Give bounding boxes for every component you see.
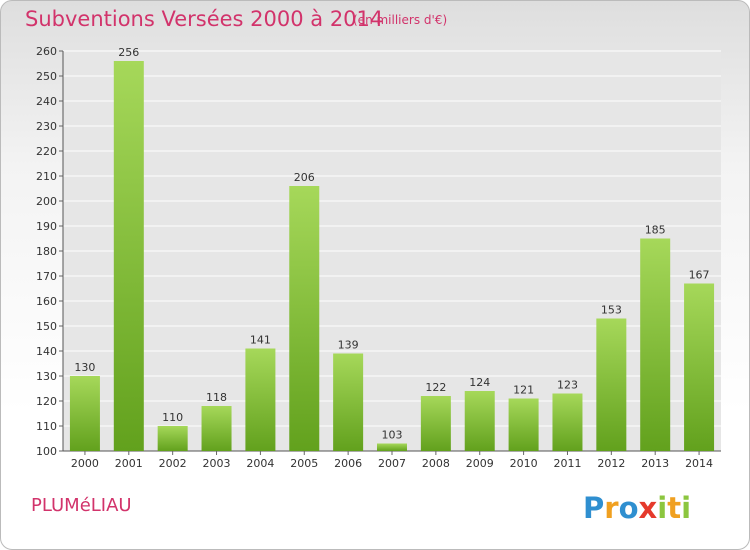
bar bbox=[113, 61, 144, 451]
bar bbox=[69, 376, 100, 451]
y-tick-label: 250 bbox=[36, 70, 57, 83]
y-tick-label: 260 bbox=[36, 45, 57, 58]
x-tick-label: 2012 bbox=[597, 457, 625, 470]
bar bbox=[201, 406, 232, 451]
x-tick-label: 2002 bbox=[159, 457, 187, 470]
y-tick-label: 110 bbox=[36, 420, 57, 433]
bar-value-label: 167 bbox=[689, 269, 710, 282]
bar bbox=[157, 426, 188, 451]
y-tick-label: 150 bbox=[36, 320, 57, 333]
x-tick-label: 2001 bbox=[115, 457, 143, 470]
bar-value-label: 141 bbox=[250, 334, 271, 347]
bar-value-label: 139 bbox=[338, 339, 359, 352]
x-tick-label: 2006 bbox=[334, 457, 362, 470]
y-tick-label: 240 bbox=[36, 95, 57, 108]
x-tick-label: 2010 bbox=[510, 457, 538, 470]
bar bbox=[289, 186, 320, 451]
x-tick-label: 2007 bbox=[378, 457, 406, 470]
proxiti-logo: Proxiti bbox=[583, 491, 691, 525]
bar bbox=[640, 238, 671, 451]
y-tick-label: 200 bbox=[36, 195, 57, 208]
commune-name: PLUMéLIAU bbox=[31, 495, 132, 516]
y-tick-label: 170 bbox=[36, 270, 57, 283]
y-tick-label: 230 bbox=[36, 120, 57, 133]
bar bbox=[245, 348, 276, 451]
x-tick-label: 2009 bbox=[466, 457, 494, 470]
y-tick-label: 220 bbox=[36, 145, 57, 158]
x-tick-label: 2004 bbox=[246, 457, 274, 470]
bar bbox=[333, 353, 364, 451]
bar-value-label: 110 bbox=[162, 411, 183, 424]
bar-value-label: 130 bbox=[74, 361, 95, 374]
y-tick-label: 160 bbox=[36, 295, 57, 308]
bar bbox=[464, 391, 495, 451]
x-tick-label: 2003 bbox=[203, 457, 231, 470]
y-tick-label: 120 bbox=[36, 395, 57, 408]
bar-value-label: 103 bbox=[382, 429, 403, 442]
bar-value-label: 185 bbox=[645, 224, 666, 237]
bar-value-label: 124 bbox=[469, 376, 490, 389]
bar bbox=[508, 398, 539, 451]
y-tick-label: 210 bbox=[36, 170, 57, 183]
x-tick-label: 2011 bbox=[553, 457, 581, 470]
chart-unit-label: (en milliers d'€) bbox=[353, 13, 448, 27]
y-tick-label: 180 bbox=[36, 245, 57, 258]
x-tick-label: 2000 bbox=[71, 457, 99, 470]
bar bbox=[552, 393, 583, 451]
bar-value-label: 118 bbox=[206, 391, 227, 404]
bar bbox=[377, 443, 407, 451]
svg-text:Proxiti: Proxiti bbox=[583, 491, 691, 525]
x-tick-label: 2013 bbox=[641, 457, 669, 470]
bar-value-label: 153 bbox=[601, 304, 622, 317]
bar-value-label: 123 bbox=[557, 379, 578, 392]
bar-value-label: 121 bbox=[513, 384, 534, 397]
bar bbox=[684, 283, 715, 451]
y-tick-label: 140 bbox=[36, 345, 57, 358]
y-tick-label: 190 bbox=[36, 220, 57, 233]
bar-value-label: 206 bbox=[294, 171, 315, 184]
y-tick-label: 100 bbox=[36, 445, 57, 458]
chart-title: Subventions Versées 2000 à 2014 bbox=[25, 7, 384, 31]
x-tick-label: 2008 bbox=[422, 457, 450, 470]
x-tick-label: 2005 bbox=[290, 457, 318, 470]
bar bbox=[420, 396, 451, 451]
bar-value-label: 122 bbox=[425, 381, 446, 394]
x-tick-label: 2014 bbox=[685, 457, 713, 470]
bar-value-label: 256 bbox=[118, 46, 139, 59]
bar bbox=[596, 318, 627, 451]
y-tick-label: 130 bbox=[36, 370, 57, 383]
